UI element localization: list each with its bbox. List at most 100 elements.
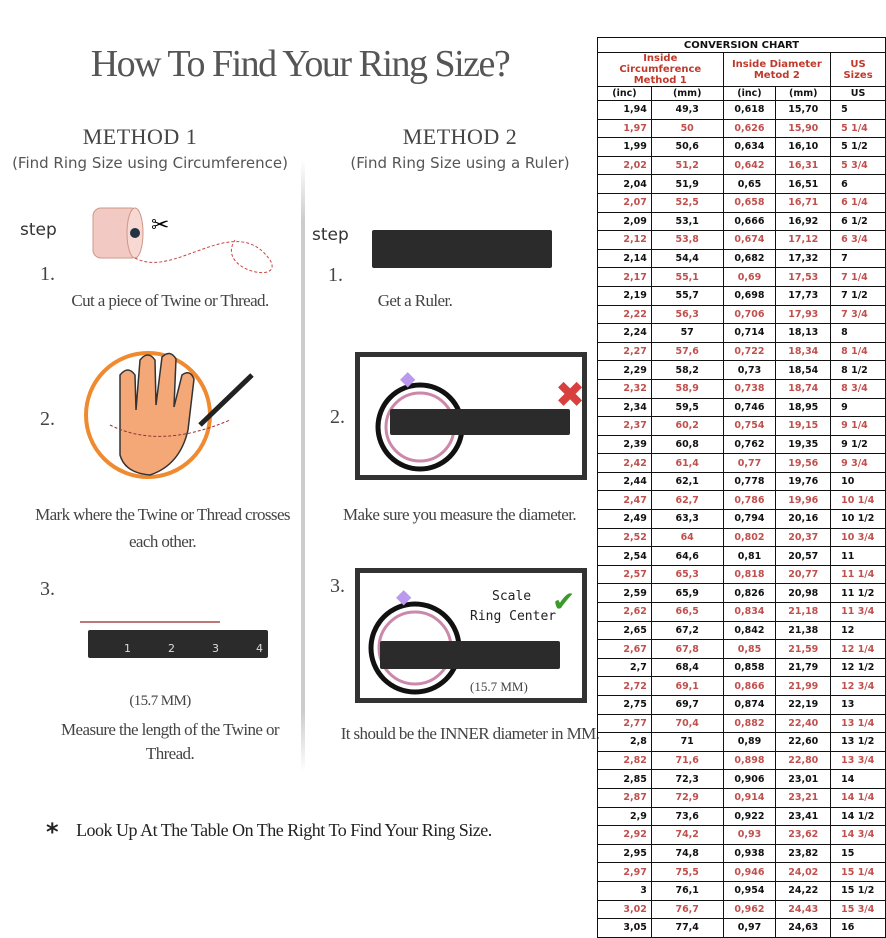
- table-cell: 71: [650, 732, 724, 752]
- table-cell: 8 1/4: [830, 341, 886, 362]
- table-cell: 76,1: [650, 880, 724, 901]
- table-row: 3 76,1 0,954 24,22 15 1/2: [597, 880, 886, 901]
- table-cell: 11: [830, 546, 886, 566]
- table-cell: 20,57: [775, 546, 832, 566]
- table-cell: 0,698: [722, 285, 777, 306]
- table-row: 2,22 56,3 0,706 17,93 7 3/4: [597, 304, 886, 325]
- table-cell: 23,41: [775, 806, 832, 827]
- ring-center-label: Ring Center: [470, 609, 557, 624]
- table-cell: 0,794: [722, 509, 777, 529]
- table-row: 2,9 73,6 0,922 23,41 14 1/2: [597, 806, 886, 827]
- col-header: (inc): [722, 86, 777, 101]
- table-cell: 7 1/2: [830, 285, 886, 306]
- method1-step3-number: 3.: [40, 578, 55, 600]
- table-cell: 5 1/4: [830, 118, 886, 139]
- table-cell: 24,02: [775, 862, 832, 882]
- method2-step2-number: 2.: [330, 406, 345, 428]
- table-cell: 23,62: [775, 825, 832, 845]
- table-cell: 0,85: [722, 639, 777, 659]
- table-row: 2,27 57,6 0,722 18,34 8 1/4: [597, 341, 886, 362]
- table-row: 2,54 64,6 0,81 20,57 11: [597, 546, 886, 566]
- table-cell: 0,642: [722, 155, 777, 176]
- table-row: 2,67 67,8 0,85 21,59 12 1/4: [597, 639, 886, 659]
- group-header-us: US Sizes: [830, 52, 886, 87]
- table-cell: 1,97: [597, 118, 652, 139]
- method2-step-label: step: [312, 225, 349, 245]
- hand-illustration: [84, 351, 254, 479]
- table-row: 1,97 50 0,626 15,90 5 1/4: [597, 118, 886, 139]
- table-cell: 7: [830, 248, 886, 269]
- table-cell: 24,63: [775, 918, 832, 938]
- table-cell: 17,73: [775, 285, 832, 306]
- method2-heading: METHOD 2: [402, 124, 518, 149]
- table-cell: 24,22: [775, 880, 832, 901]
- table-cell: 20,37: [775, 527, 832, 548]
- table-cell: 52,5: [650, 192, 724, 213]
- table-cell: 2,9: [597, 806, 652, 827]
- table-cell: 16,31: [775, 155, 832, 176]
- table-cell: 21,18: [775, 602, 832, 622]
- table-cell: 2,59: [597, 583, 652, 604]
- table-cell: 11 1/4: [830, 564, 886, 585]
- table-cell: 22,40: [775, 713, 832, 734]
- table-cell: 10: [830, 471, 886, 492]
- table-cell: 0,658: [722, 192, 777, 213]
- table-cell: 0,826: [722, 583, 777, 604]
- table-cell: 0,738: [722, 378, 777, 399]
- table-cell: 10 1/2: [830, 509, 886, 529]
- table-cell: 51,9: [650, 174, 724, 194]
- table-row: 2,97 75,5 0,946 24,02 15 1/4: [597, 862, 886, 882]
- table-row: 2,17 55,1 0,69 17,53 7 1/4: [597, 267, 886, 287]
- table-cell: 0,714: [722, 323, 777, 343]
- twine-line: [80, 621, 220, 623]
- table-cell: 19,15: [775, 416, 832, 436]
- table-cell: 58,2: [650, 360, 724, 380]
- table-cell: 57: [650, 323, 724, 343]
- table-cell: 12 3/4: [830, 676, 886, 696]
- table-row: 2,42 61,4 0,77 19,56 9 3/4: [597, 453, 886, 473]
- svg-text:◆: ◆: [396, 586, 412, 608]
- table-row: 3,05 77,4 0,97 24,63 16: [597, 918, 886, 938]
- table-cell: 15,90: [775, 118, 832, 139]
- table-row: 2,14 54,4 0,682 17,32 7: [597, 248, 886, 269]
- table-row: 2,02 51,2 0,642 16,31 5 3/4: [597, 155, 886, 176]
- table-cell: 0,762: [722, 434, 777, 455]
- table-cell: 9 1/2: [830, 434, 886, 455]
- table-row: 2,59 65,9 0,826 20,98 11 1/2: [597, 583, 886, 604]
- table-cell: 18,34: [775, 341, 832, 362]
- table-row: 2,07 52,5 0,658 16,71 6 1/4: [597, 192, 886, 213]
- table-cell: 9 1/4: [830, 416, 886, 436]
- table-cell: 15 1/2: [830, 880, 886, 901]
- table-cell: 18,13: [775, 323, 832, 343]
- table-cell: 67,2: [650, 620, 724, 641]
- table-row: 2,39 60,8 0,762 19,35 9 1/2: [597, 434, 886, 455]
- table-row: 1,99 50,6 0,634 16,10 5 1/2: [597, 137, 886, 157]
- table-cell: 5: [830, 100, 886, 120]
- check-icon: ✔: [552, 585, 576, 618]
- table-row: 2,49 63,3 0,794 20,16 10 1/2: [597, 509, 886, 529]
- table-cell: 0,802: [722, 527, 777, 548]
- table-cell: 76,7: [650, 899, 724, 920]
- table-row: 2,87 72,9 0,914 23,21 14 1/4: [597, 787, 886, 808]
- table-cell: 16,71: [775, 192, 832, 213]
- table-cell: 69,1: [650, 676, 724, 696]
- table-cell: 22,19: [775, 695, 832, 715]
- table-cell: 0,914: [722, 787, 777, 808]
- table-cell: 3: [597, 880, 652, 901]
- table-cell: 14 3/4: [830, 825, 886, 845]
- divider: [301, 160, 305, 772]
- method2-measure: (15.7 MM): [470, 679, 528, 694]
- table-cell: 19,35: [775, 434, 832, 455]
- table-cell: 8 1/2: [830, 360, 886, 380]
- table-cell: 2,22: [597, 304, 652, 325]
- table-cell: 2,07: [597, 192, 652, 213]
- table-cell: 0,93: [722, 825, 777, 845]
- twine-spool-icon: ✂: [92, 207, 273, 274]
- table-cell: 21,79: [775, 657, 832, 678]
- table-cell: 2,67: [597, 639, 652, 659]
- table-cell: 2,17: [597, 267, 652, 287]
- table-cell: 51,2: [650, 155, 724, 176]
- table-cell: 0,778: [722, 471, 777, 492]
- table-row: 2,37 60,2 0,754 19,15 9 1/4: [597, 416, 886, 436]
- table-cell: 62,7: [650, 490, 724, 511]
